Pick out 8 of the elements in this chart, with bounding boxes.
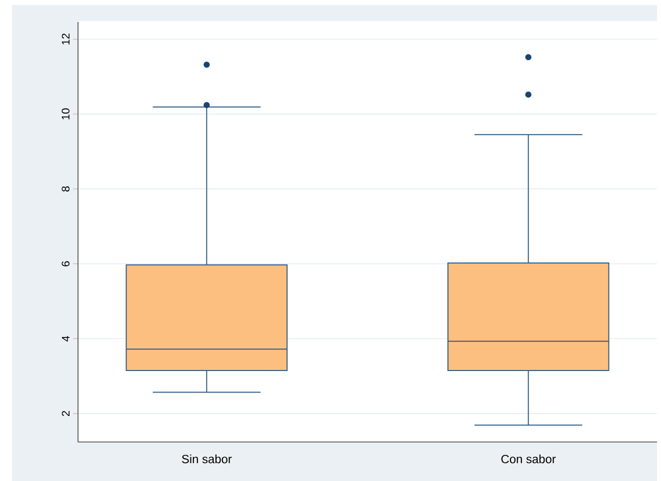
x-tick-label: Con sabor — [501, 454, 556, 464]
y-tick-label: 2 — [62, 411, 70, 416]
y-tick-label: 12 — [62, 34, 70, 44]
y-tick-label: 8 — [62, 186, 70, 192]
y-tick-label: 10 — [62, 108, 70, 120]
y-tick-label: 6 — [62, 261, 70, 266]
x-tick-label: Sin sabor — [182, 454, 232, 464]
y-tick-label: 4 — [62, 336, 70, 342]
